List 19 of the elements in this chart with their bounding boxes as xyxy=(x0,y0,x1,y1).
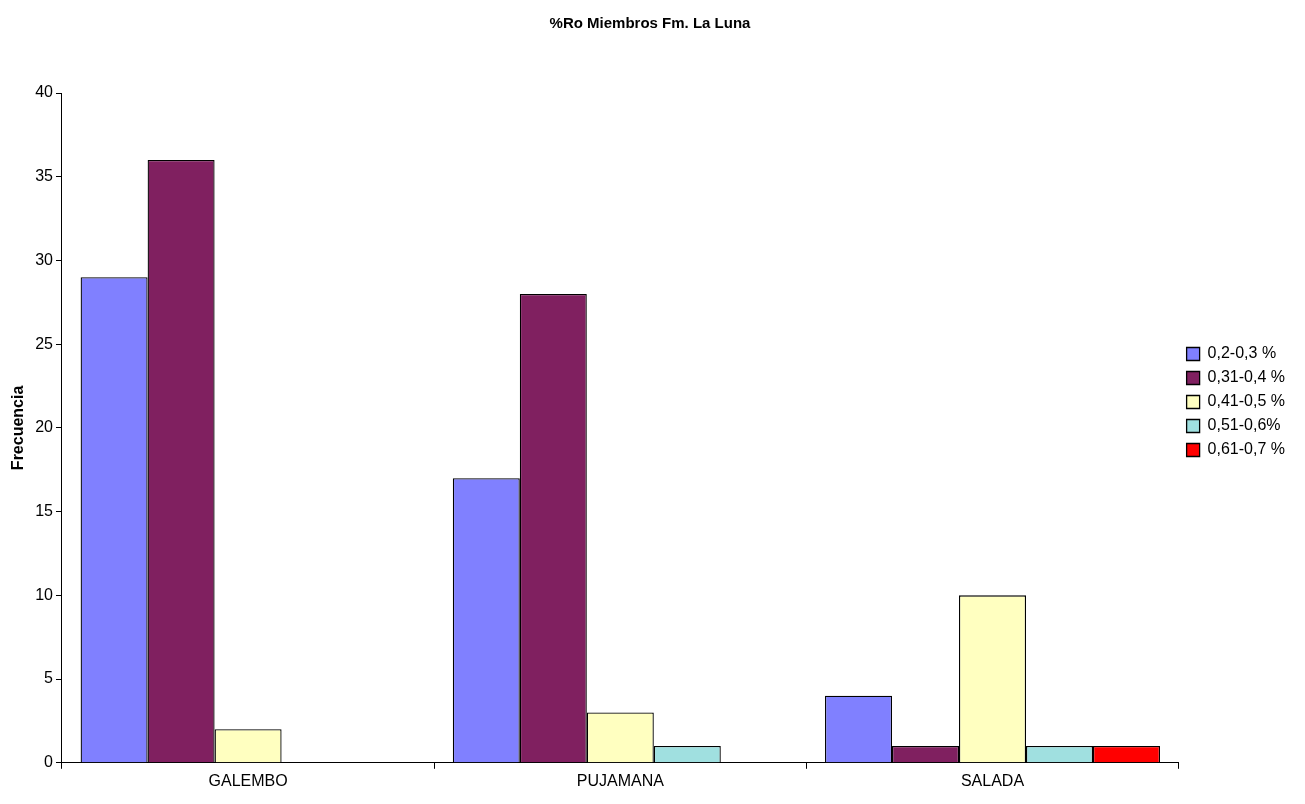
y-tick-label: 10 xyxy=(35,585,54,603)
y-axis-title: Frecuencia xyxy=(9,385,27,471)
y-tick-label: 40 xyxy=(35,83,54,101)
x-tick-label: SALADA xyxy=(960,771,1025,789)
legend-label: 0,51-0,6% xyxy=(1207,416,1281,434)
y-tick-label: 0 xyxy=(44,753,54,771)
y-tick-label: 30 xyxy=(35,250,54,268)
chart-title: %Ro Miembros Fm. La Luna xyxy=(549,14,752,32)
y-tick-label: 25 xyxy=(35,334,54,352)
x-tick-label: PUJAMANA xyxy=(576,771,665,789)
x-tick-label: GALEMBO xyxy=(208,771,288,789)
legend-label: 0,41-0,5 % xyxy=(1207,392,1286,410)
y-tick-label: 35 xyxy=(35,167,54,185)
legend-label: 0,31-0,4 % xyxy=(1207,368,1286,386)
y-tick-label: 20 xyxy=(35,418,54,436)
y-tick-label: 15 xyxy=(35,502,54,520)
legend-label: 0,2-0,3 % xyxy=(1207,344,1277,362)
y-tick-label: 5 xyxy=(44,669,54,687)
legend-label: 0,61-0,7 % xyxy=(1207,440,1286,458)
